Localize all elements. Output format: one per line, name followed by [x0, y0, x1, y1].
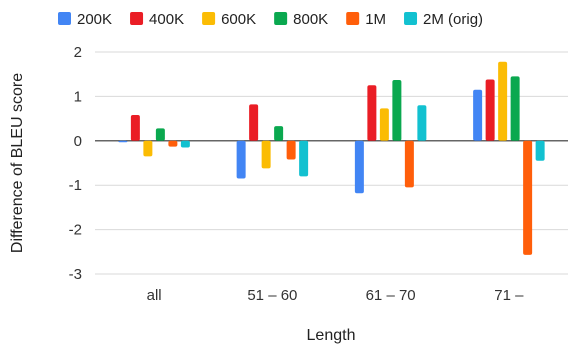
- y-tick-label: 0: [74, 133, 82, 150]
- bar-800k-71: [510, 76, 520, 141]
- legend-label: 600K: [221, 11, 256, 28]
- bar-1m-all: [168, 140, 178, 147]
- legend-label: 400K: [149, 11, 184, 28]
- bar-600k-51-60: [261, 140, 271, 169]
- bar-600k-all: [143, 140, 153, 157]
- bar-1m-61-70: [404, 140, 414, 188]
- x-tick-label: 61 – 70: [366, 287, 416, 304]
- y-tick-label: 1: [74, 88, 82, 105]
- legend-label: 2M (orig): [423, 11, 483, 28]
- bar-200k-71: [473, 89, 483, 141]
- legend-label: 200K: [77, 11, 112, 28]
- bar-600k-71: [498, 61, 508, 141]
- bar-800k-all: [155, 128, 165, 141]
- y-axis-ticks: 2 1 0 -1 -2 -3: [69, 44, 82, 283]
- legend-label: 1M: [365, 11, 386, 28]
- legend-swatch: [404, 12, 418, 25]
- y-axis-title: Difference of BLEU score: [9, 73, 26, 253]
- bar-400k-51-60: [249, 104, 259, 141]
- bar-400k-all: [130, 115, 140, 141]
- bar-2m-orig-all: [180, 140, 190, 148]
- gridlines: [95, 51, 568, 275]
- bar-800k-51-60: [274, 126, 284, 141]
- bars: [118, 61, 545, 255]
- bar-2m-orig-51-60: [299, 140, 309, 177]
- x-tick-label: 51 – 60: [247, 287, 297, 304]
- legend-swatch: [58, 12, 71, 25]
- bar-1m-51-60: [286, 140, 296, 160]
- bar-600k-61-70: [379, 108, 389, 141]
- bar-200k-all: [118, 140, 128, 143]
- bar-200k-51-60: [236, 140, 246, 179]
- y-tick-label: -2: [69, 222, 82, 239]
- bar-200k-61-70: [354, 140, 364, 194]
- bar-800k-61-70: [392, 79, 402, 141]
- y-tick-label: 2: [74, 44, 82, 61]
- legend-swatch: [346, 12, 360, 25]
- bar-2m-orig-71: [535, 140, 545, 161]
- legend: 200K 400K 600K 800K 1M 2M (orig): [58, 11, 483, 28]
- legend-swatch: [130, 12, 144, 25]
- legend-swatch: [202, 12, 216, 25]
- legend-swatch: [274, 12, 288, 25]
- bar-400k-71: [485, 79, 495, 141]
- legend-label: 800K: [293, 11, 328, 28]
- x-axis-ticks: all 51 – 60 61 – 70 71 –: [147, 287, 525, 304]
- y-tick-label: -3: [69, 266, 82, 283]
- bar-400k-61-70: [367, 85, 377, 141]
- x-tick-label: all: [147, 287, 162, 304]
- y-tick-label: -1: [69, 177, 82, 194]
- bar-2m-orig-61-70: [417, 105, 427, 141]
- bar-1m-71: [523, 140, 533, 255]
- x-axis-title: Length: [307, 327, 356, 344]
- x-tick-label: 71 –: [494, 287, 524, 304]
